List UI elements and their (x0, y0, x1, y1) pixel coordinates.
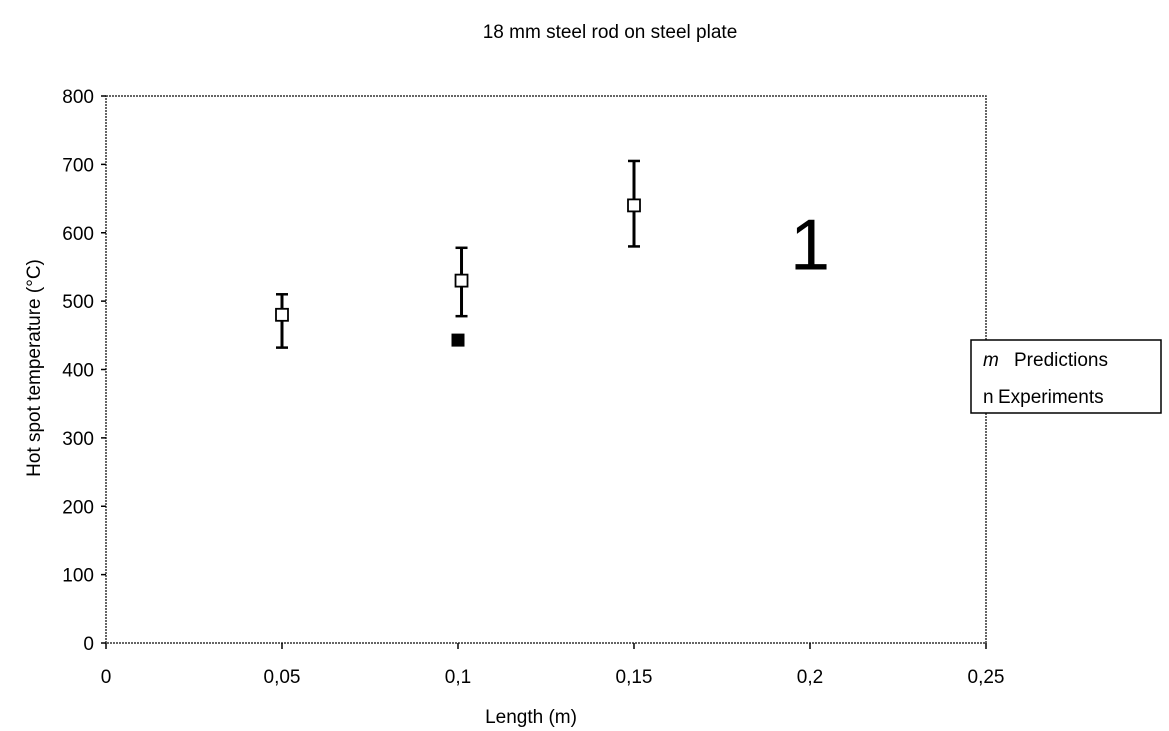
x-tick-label: 0,2 (797, 667, 823, 688)
x-tick-label: 0 (101, 667, 112, 688)
x-axis-label: Length (m) (485, 707, 577, 728)
chart-title: 18 mm steel rod on steel plate (483, 22, 738, 43)
y-tick-label: 400 (62, 361, 94, 382)
y-tick-label: 200 (62, 497, 94, 518)
x-tick-label: 0,15 (616, 667, 653, 688)
y-axis-ticks: 0 100 200 300 400 500 600 700 800 (62, 87, 106, 655)
y-tick-label: 0 (83, 634, 94, 655)
prediction-point (627, 198, 641, 213)
x-tick-label: 0,05 (264, 667, 301, 688)
annotation-mark: 1 (790, 206, 830, 286)
x-axis-ticks: 0 0,05 0,1 0,15 0,2 0,25 (101, 643, 1005, 688)
prediction-point (275, 307, 289, 322)
legend-symbol-experiments: n (983, 387, 994, 408)
y-tick-label: 600 (62, 224, 94, 245)
legend-box (970, 339, 1162, 414)
legend-symbol-predictions: m (983, 350, 999, 371)
data-marks: 1 (275, 159, 830, 349)
legend: m Predictions n Experiments (970, 339, 1162, 414)
y-axis-label: Hot spot temperature (°C) (24, 259, 45, 477)
prediction-point (454, 273, 469, 288)
experiment-point (451, 333, 465, 347)
x-tick-label: 0,25 (968, 667, 1005, 688)
plot-area (105, 95, 987, 644)
y-tick-label: 700 (62, 155, 94, 176)
y-tick-label: 800 (62, 87, 94, 108)
y-tick-label: 100 (62, 566, 94, 587)
legend-label-predictions: Predictions (1014, 350, 1108, 371)
y-tick-label: 500 (62, 292, 94, 313)
legend-label-experiments: Experiments (998, 387, 1104, 408)
x-tick-label: 0,1 (445, 667, 471, 688)
y-tick-label: 300 (62, 429, 94, 450)
